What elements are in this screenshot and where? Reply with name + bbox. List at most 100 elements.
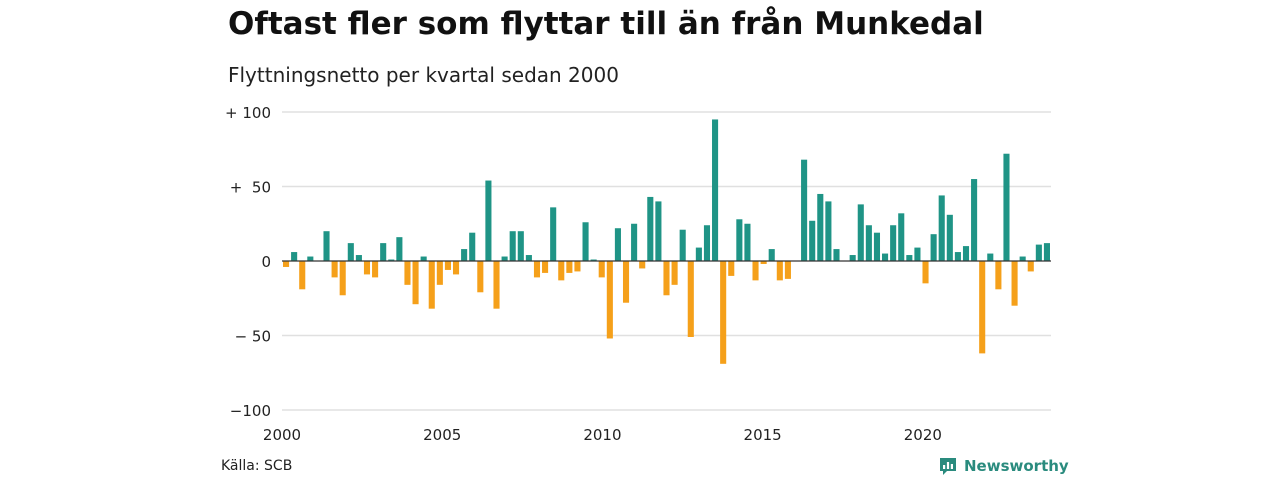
bar xyxy=(566,261,573,273)
x-tick-label: 2015 xyxy=(744,426,782,444)
bar xyxy=(728,261,735,276)
bar xyxy=(801,159,808,261)
bar xyxy=(655,201,662,261)
bar xyxy=(493,261,500,309)
x-tick-label: 2010 xyxy=(583,426,621,444)
grid-lines xyxy=(282,111,1051,411)
bar xyxy=(809,220,816,261)
bar xyxy=(363,261,371,275)
bar xyxy=(631,223,638,261)
bar xyxy=(444,261,451,270)
bar xyxy=(954,252,961,261)
bar xyxy=(299,261,306,290)
bar xyxy=(542,261,549,273)
y-tick-label: 0 xyxy=(261,253,271,271)
bar xyxy=(533,261,541,278)
bar xyxy=(712,119,719,261)
brand-logo[interactable]: Newsworthy xyxy=(938,456,1069,476)
bar xyxy=(428,261,435,309)
bar xyxy=(865,225,872,261)
bar xyxy=(1003,153,1010,261)
bar xyxy=(1027,261,1034,272)
brand-name: Newsworthy xyxy=(964,457,1069,475)
bar xyxy=(452,261,460,275)
bar xyxy=(817,193,824,261)
bar xyxy=(420,256,427,261)
y-tick-label: −100 xyxy=(230,402,271,420)
bar xyxy=(622,261,630,303)
bar xyxy=(485,180,492,261)
x-tick-labels: 2000 2005 2010 2015 2020 xyxy=(263,426,942,444)
chart-subtitle: Flyttningsnetto per kvartal sedan 2000 xyxy=(228,63,619,87)
bar xyxy=(922,261,929,284)
bar xyxy=(695,247,702,261)
bar xyxy=(307,256,314,261)
bar xyxy=(825,201,832,261)
bar xyxy=(873,232,881,261)
bar xyxy=(776,261,783,281)
bar xyxy=(598,261,605,278)
bar xyxy=(558,261,565,281)
bar xyxy=(671,261,678,285)
bar xyxy=(1011,261,1018,306)
bar xyxy=(979,261,986,354)
bar xyxy=(971,179,978,261)
bar xyxy=(752,261,759,281)
bar xyxy=(590,259,597,261)
bar xyxy=(525,255,532,261)
bar xyxy=(404,261,411,285)
bar xyxy=(744,223,751,261)
bar xyxy=(833,249,840,261)
bar xyxy=(388,259,395,261)
source-note: Källa: SCB xyxy=(221,458,293,474)
x-tick-label: 2005 xyxy=(423,426,461,444)
y-tick-label: + 50 xyxy=(230,179,271,197)
bar xyxy=(639,261,646,269)
bar xyxy=(477,261,484,293)
bar xyxy=(663,261,670,296)
bar xyxy=(1043,243,1050,261)
bar xyxy=(849,255,856,261)
y-tick-label: − 50 xyxy=(235,328,271,346)
chart-title: Oftast fler som flyttar till än från Mun… xyxy=(228,6,984,42)
bar xyxy=(946,214,953,261)
bar xyxy=(331,261,338,278)
bar xyxy=(736,219,743,261)
x-tick-label: 2000 xyxy=(263,426,301,444)
bar xyxy=(703,225,711,261)
bar xyxy=(938,195,945,261)
bar xyxy=(679,229,686,261)
bar xyxy=(760,261,767,264)
bar xyxy=(323,231,330,261)
bar xyxy=(720,261,727,364)
bar xyxy=(962,246,970,261)
bar xyxy=(283,261,290,267)
bar xyxy=(380,243,387,261)
x-tick-label: 2020 xyxy=(904,426,942,444)
bar xyxy=(890,225,897,261)
y-tick-labels: + 100 + 50 0 − 50 −100 xyxy=(225,104,271,420)
bar xyxy=(291,252,298,261)
bar xyxy=(582,222,589,261)
bar xyxy=(461,249,468,261)
bar xyxy=(469,232,476,261)
bar xyxy=(436,261,443,285)
newsworthy-logo-icon xyxy=(940,458,956,475)
bar xyxy=(339,261,346,296)
bar xyxy=(1035,244,1042,261)
bar xyxy=(606,261,613,339)
bar xyxy=(355,255,362,261)
bar xyxy=(784,261,791,279)
bar xyxy=(906,255,913,261)
bar xyxy=(857,204,864,261)
bar xyxy=(987,253,994,261)
bar xyxy=(898,213,905,261)
bar xyxy=(517,231,524,261)
bar xyxy=(882,253,889,261)
bar xyxy=(930,234,937,261)
bar xyxy=(550,207,557,261)
bar xyxy=(614,228,621,261)
bar xyxy=(995,261,1002,290)
bar xyxy=(647,196,654,261)
